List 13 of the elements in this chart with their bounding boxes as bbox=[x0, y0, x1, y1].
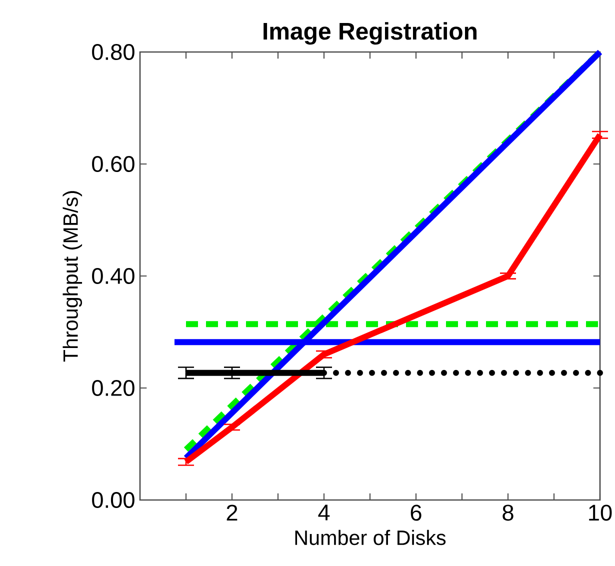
y-tick-label: 0.60 bbox=[92, 156, 134, 172]
x-tick-label: 2 bbox=[226, 504, 238, 521]
y-tick-label: 0.40 bbox=[92, 268, 134, 284]
x-tick-label: 10 bbox=[589, 504, 612, 521]
x-axis-title: Number of Disks bbox=[295, 530, 446, 546]
y-axis-title: Throughput (MB/s) bbox=[62, 191, 82, 362]
y-tick-label: 0.80 bbox=[92, 44, 134, 60]
y-tick-label: 0.00 bbox=[92, 492, 134, 508]
x-tick-label: 6 bbox=[410, 504, 422, 521]
y-tick-label: 0.20 bbox=[92, 380, 134, 396]
x-tick-label: 4 bbox=[318, 504, 330, 520]
x-tick-label: 8 bbox=[502, 504, 514, 521]
chart-title: Image Registration bbox=[264, 22, 477, 45]
